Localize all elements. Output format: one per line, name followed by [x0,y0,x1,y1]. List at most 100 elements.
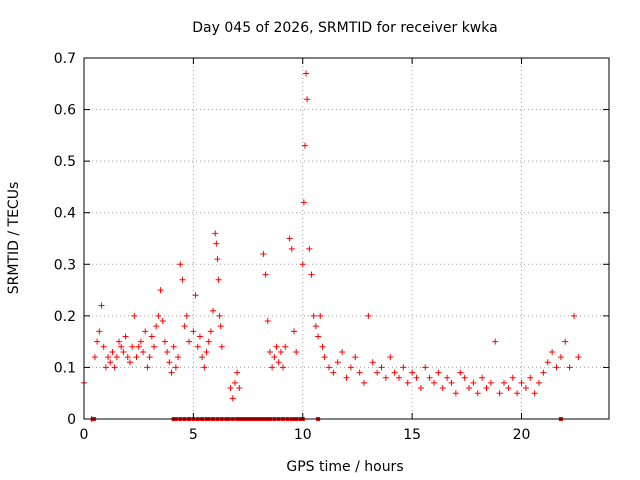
data-point [315,333,322,340]
data-point [282,343,289,350]
data-point [549,348,556,355]
data-point [286,235,293,242]
data-point [496,390,503,397]
data-point [102,364,109,371]
data-point [312,323,319,330]
data-point [168,369,175,376]
y-tick-label: 0.5 [54,154,76,170]
data-point [280,364,287,371]
data-point [553,364,560,371]
data-point [352,354,359,361]
data-point [301,142,308,149]
data-point [234,369,241,376]
grid [84,58,609,419]
data-point [203,348,210,355]
data-point [126,359,133,366]
data-point [404,379,411,386]
data-point [142,328,149,335]
data-point [155,312,162,319]
data-point [159,318,166,325]
y-tick-label: 0 [67,412,76,428]
data-point [277,348,284,355]
data-point [306,245,313,252]
y-tick-label: 0.4 [54,206,76,222]
data-point [288,245,295,252]
data-point [96,328,103,335]
data-point [157,287,164,294]
data-point [205,338,212,345]
data-point [100,343,107,350]
data-point [540,369,547,376]
data-point [264,318,271,325]
data-point [140,348,147,355]
data-point [229,395,236,402]
data-point [319,343,326,350]
data-point [378,364,385,371]
data-point [299,261,306,268]
data-point [183,312,190,319]
data-point [571,312,577,319]
data-point [321,354,328,361]
data-point [116,338,122,345]
data-point [170,343,177,350]
data-point [527,374,534,381]
data-point [330,369,337,376]
data-point [137,338,144,345]
data-point [131,312,138,319]
data-point [369,359,376,366]
data-point [107,359,114,366]
data-point [444,374,451,381]
data-point [514,390,521,397]
data-point [466,385,472,392]
data-point [487,379,494,386]
data-point [536,379,542,386]
data-point [146,354,153,361]
data-point [91,354,98,361]
data-point [339,348,346,355]
data-point [291,328,297,335]
data-point [387,354,394,361]
data-point [164,348,171,355]
data-point [120,348,127,355]
data-point [334,359,341,366]
data-point [201,364,208,371]
data-point [129,343,136,350]
data-point [218,343,225,350]
data-point [317,312,324,319]
x-tick-label: 10 [294,427,312,443]
data-point [483,385,490,392]
data-point [435,369,442,376]
data-point [361,379,367,386]
data-point [391,369,398,376]
data-point [413,374,420,381]
data-point [166,359,173,366]
data-point [470,379,477,386]
data-point [347,364,354,371]
plot-frame [83,57,610,420]
data-point [217,323,224,330]
data-point [474,390,481,397]
data-point [181,323,188,330]
data-point [260,250,267,257]
data-point [196,333,203,340]
data-point [448,379,455,386]
x-tick-label: 5 [189,427,198,443]
data-point [452,390,459,397]
data-point [356,369,363,376]
data-point [531,390,538,397]
data-point [172,364,179,371]
y-tick-label: 0.3 [54,257,76,273]
data-point [109,348,116,355]
data-point [175,354,182,361]
data-point [113,354,120,361]
x-axis-label: GPS time / hours [286,459,403,475]
data-point [365,312,372,319]
data-point [227,385,234,392]
data-point [400,364,407,371]
data-point [479,374,486,381]
data-point [118,343,125,350]
axis-ticks: 0 0.1 0.2 0.3 0.4 0.5 0.6 0.7 0 5 10 15 20 [54,51,609,443]
data-point [417,385,424,392]
data-point [151,343,157,350]
